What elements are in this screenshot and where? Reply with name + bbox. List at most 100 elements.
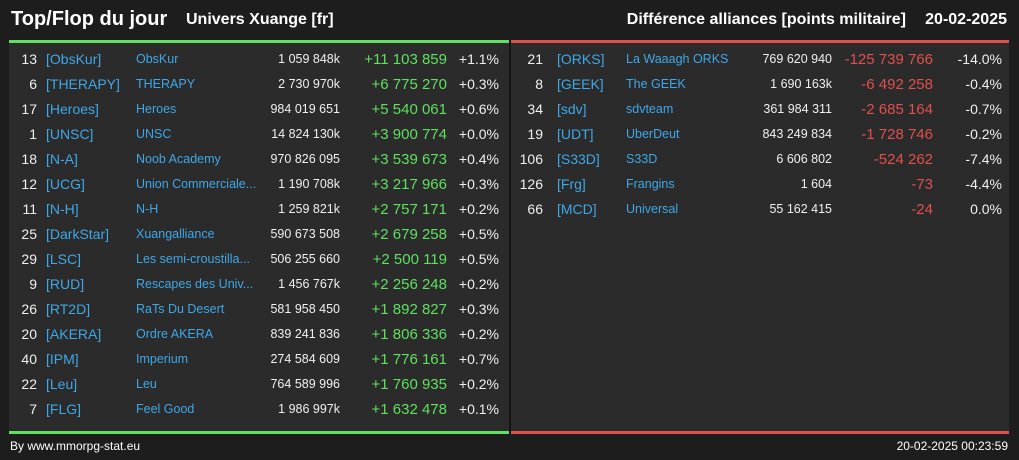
alliance-tag[interactable]: [RT2D]: [46, 301, 91, 317]
alliance-tag[interactable]: [MCD]: [557, 201, 597, 217]
alliance-row: 25 [DarkStar] Xuangalliance 590 673 508 +2 6…: [9, 222, 509, 247]
alliance-tag[interactable]: [LSC]: [46, 251, 82, 267]
alliance-tag[interactable]: [S33D]: [557, 151, 600, 167]
points-difference: -73: [911, 176, 933, 193]
alliance-name[interactable]: Universal: [626, 202, 679, 216]
points-difference: -125 739 766: [844, 51, 933, 68]
alliance-points: 1 259 821k: [278, 202, 340, 216]
alliance-row: 11 [N-H] N-H 1 259 821k +2 757 171 +0.2%: [9, 197, 509, 222]
percent-change: +0.0%: [458, 126, 499, 142]
alliance-tag[interactable]: [UDT]: [557, 126, 594, 142]
percent-change: +0.2%: [458, 326, 499, 342]
alliance-name[interactable]: THERAPY: [136, 77, 196, 91]
alliance-tag[interactable]: [Frg]: [557, 176, 586, 192]
alliance-row: 21 [ORKS] La Waaagh ORKS 769 620 940 -125 73…: [511, 47, 1009, 72]
alliance-tag[interactable]: [DarkStar]: [46, 226, 110, 242]
percent-change: +0.2%: [458, 276, 499, 292]
alliance-row: 13 [ObsKur] ObsKur 1 059 848k +11 103 859 +1.…: [9, 47, 509, 72]
alliance-points: 506 255 660: [270, 252, 340, 266]
points-difference: -1 728 746: [861, 126, 933, 143]
alliance-name[interactable]: sdvteam: [626, 102, 674, 116]
alliance-name[interactable]: Rescapes des Univ...: [136, 277, 254, 291]
alliance-points: 1 690 163k: [770, 77, 832, 91]
alliance-rank: 40: [21, 351, 37, 367]
alliance-tag[interactable]: [UNSC]: [46, 126, 94, 142]
alliance-row: 1 [UNSC] UNSC 14 824 130k +3 900 774 +0.0%: [9, 122, 509, 147]
alliance-tag[interactable]: [sdv]: [557, 101, 587, 117]
alliance-name[interactable]: Feel Good: [136, 402, 195, 416]
page-title: Top/Flop du jour: [11, 8, 168, 30]
alliance-row: 126 [Frg] Frangins 1 604 -73 -4.4%: [511, 172, 1009, 197]
points-difference: +6 775 270: [371, 76, 448, 93]
alliance-name[interactable]: Noob Academy: [136, 152, 221, 166]
points-difference: +1 892 827: [371, 301, 448, 318]
alliance-points: 590 673 508: [270, 227, 340, 241]
alliance-tag[interactable]: [ORKS]: [557, 51, 605, 67]
alliance-tag[interactable]: [Heroes]: [46, 101, 99, 117]
alliance-rank: 7: [29, 401, 37, 417]
alliance-rank: 11: [22, 201, 37, 217]
alliance-rank: 22: [21, 376, 37, 392]
percent-change: -4.4%: [965, 176, 1002, 192]
alliance-rank: 13: [21, 51, 37, 67]
alliance-points: 361 984 311: [763, 102, 832, 116]
alliance-tag[interactable]: [ObsKur]: [46, 51, 102, 67]
alliance-rank: 20: [21, 326, 37, 342]
alliance-tag[interactable]: [N-A]: [46, 151, 78, 167]
alliance-name[interactable]: Ordre AKERA: [136, 327, 214, 341]
alliance-tag[interactable]: [N-H]: [46, 201, 79, 217]
alliance-tag[interactable]: [Leu]: [46, 376, 78, 392]
points-difference: +2 679 258: [371, 226, 448, 243]
alliance-rank: 9: [29, 276, 37, 292]
alliance-name[interactable]: S33D: [626, 152, 658, 166]
percent-change: -7.4%: [965, 151, 1002, 167]
alliance-name[interactable]: Imperium: [136, 352, 189, 366]
points-difference: +1 806 336: [371, 326, 448, 343]
alliance-points: 581 958 450: [270, 302, 340, 316]
alliance-name[interactable]: Xuangalliance: [136, 227, 215, 241]
top-gainers-panel: 13 [ObsKur] ObsKur 1 059 848k +11 103 859 +1.…: [9, 40, 509, 434]
alliance-row: 6 [THERAPY] THERAPY 2 730 970k +6 775 270 +0.…: [9, 72, 509, 97]
alliance-name[interactable]: Union Commerciale...: [136, 177, 257, 191]
alliance-name[interactable]: Les semi-croustilla...: [136, 252, 250, 266]
alliance-points: 55 162 415: [769, 202, 832, 216]
alliance-row: 12 [UCG] Union Commerciale... 1 190 708k +3 …: [9, 172, 509, 197]
alliance-tag[interactable]: [RUD]: [46, 276, 85, 292]
alliance-name[interactable]: Heroes: [136, 102, 177, 116]
alliance-name[interactable]: ObsKur: [136, 52, 179, 66]
alliance-tag[interactable]: [THERAPY]: [46, 76, 120, 92]
percent-change: +0.5%: [458, 226, 499, 242]
alliance-name[interactable]: UberDeut: [626, 127, 680, 141]
alliance-name[interactable]: Leu: [136, 377, 157, 391]
alliance-row: 26 [RT2D] RaTs Du Desert 581 958 450 +1 892 …: [9, 297, 509, 322]
alliance-tag[interactable]: [GEEK]: [557, 76, 604, 92]
points-difference: +2 757 171: [371, 201, 448, 218]
points-difference: -524 262: [873, 151, 933, 168]
alliance-row: 19 [UDT] UberDeut 843 249 834 -1 728 746 -0.2…: [511, 122, 1009, 147]
points-difference: -2 685 164: [861, 101, 933, 118]
alliance-name[interactable]: RaTs Du Desert: [136, 302, 225, 316]
percent-change: +0.5%: [458, 251, 499, 267]
top-losers-panel: 21 [ORKS] La Waaagh ORKS 769 620 940 -125 73…: [511, 40, 1009, 434]
alliance-name[interactable]: UNSC: [136, 127, 172, 141]
alliance-tag[interactable]: [IPM]: [46, 351, 79, 367]
points-difference: +3 539 673: [371, 151, 448, 168]
alliance-tag[interactable]: [FLG]: [46, 401, 82, 417]
points-difference: +5 540 061: [371, 101, 448, 118]
points-difference: +2 500 119: [372, 251, 447, 268]
percent-change: +0.1%: [458, 401, 499, 417]
percent-change: -0.4%: [965, 76, 1002, 92]
alliance-row: 40 [IPM] Imperium 274 584 609 +1 776 161 +0.7…: [9, 347, 509, 372]
alliance-name[interactable]: The GEEK: [626, 77, 686, 91]
points-difference: -6 492 258: [861, 76, 933, 93]
alliance-tag[interactable]: [UCG]: [46, 176, 85, 192]
alliance-rank: 34: [527, 101, 543, 117]
points-difference: +1 760 935: [371, 376, 448, 393]
alliance-tag[interactable]: [AKERA]: [46, 326, 102, 342]
alliance-points: 1 456 767k: [278, 277, 340, 291]
alliance-name[interactable]: La Waaagh ORKS: [626, 52, 729, 66]
alliance-points: 1 986 997k: [278, 402, 340, 416]
alliance-name[interactable]: Frangins: [626, 177, 675, 191]
alliance-name[interactable]: N-H: [136, 202, 159, 216]
